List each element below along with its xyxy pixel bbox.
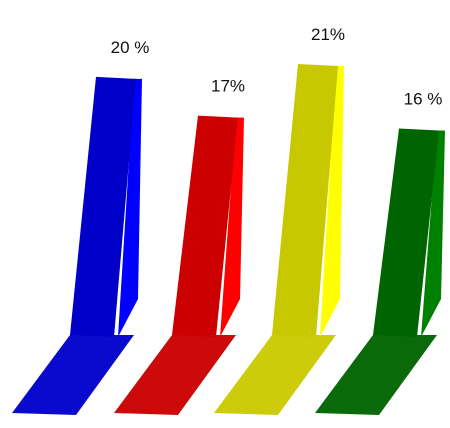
bar-side — [118, 78, 142, 338]
bar-side — [421, 130, 445, 337]
bar-base — [114, 335, 236, 415]
bar-side — [320, 66, 344, 337]
bar-front — [172, 115, 238, 337]
bars-group — [12, 64, 445, 415]
bar-4 — [315, 128, 445, 415]
data-label-4: 16 % — [404, 90, 443, 109]
bar-2 — [114, 115, 244, 415]
data-label-3: 21% — [311, 25, 345, 44]
bar-front — [373, 128, 439, 337]
bar-front — [70, 76, 136, 338]
bar-side — [220, 117, 244, 337]
data-label-1: 20 % — [111, 38, 150, 57]
bar-base — [315, 335, 437, 415]
bar-front — [272, 64, 338, 337]
bar-base — [12, 335, 134, 415]
data-label-2: 17% — [211, 77, 245, 96]
bar-base — [214, 335, 336, 415]
bar-3 — [214, 64, 344, 415]
bar-1 — [12, 76, 142, 415]
labels-group: 20 % 17% 21% 16 % — [111, 25, 443, 109]
